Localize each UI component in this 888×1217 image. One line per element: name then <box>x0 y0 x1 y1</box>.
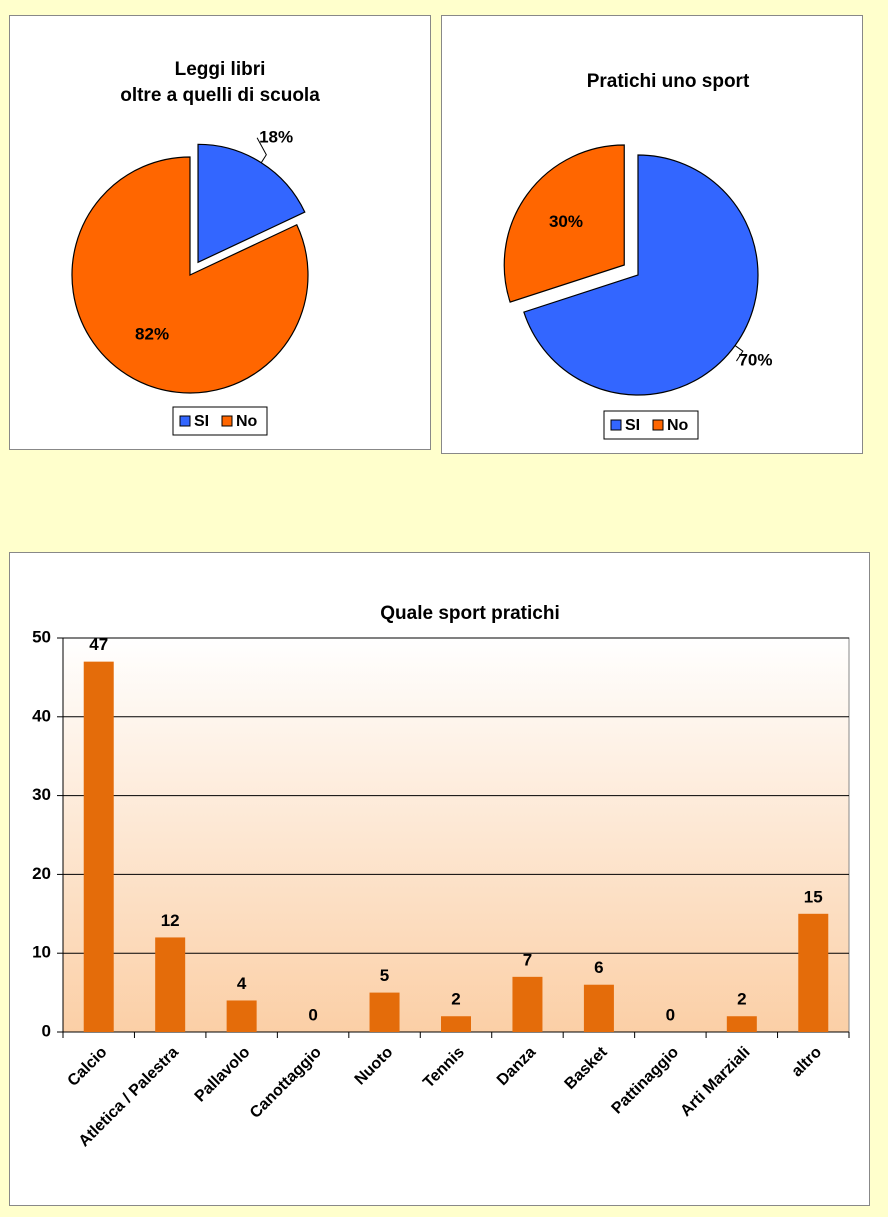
data-label: 7 <box>523 950 532 969</box>
bar <box>441 1016 471 1032</box>
chart-title: Pratichi uno sport <box>587 71 750 92</box>
data-label: 0 <box>666 1005 675 1024</box>
legend-swatch <box>652 419 664 431</box>
y-tick-label: 30 <box>32 785 51 804</box>
data-label: 2 <box>737 990 746 1009</box>
chart-title: Leggi libri <box>175 59 266 80</box>
data-label: 5 <box>380 966 389 985</box>
data-label: 2 <box>451 990 460 1009</box>
leader-line <box>256 137 267 163</box>
y-tick-label: 20 <box>32 864 51 883</box>
data-label: 15 <box>804 887 823 906</box>
legend-label: SI <box>194 413 209 430</box>
data-label: 0 <box>308 1005 317 1024</box>
legend-swatch <box>610 419 622 431</box>
bar <box>512 976 543 1032</box>
bar <box>798 913 829 1032</box>
legend-swatch <box>221 415 233 427</box>
pie-slice <box>71 156 309 394</box>
leader-line <box>734 345 744 362</box>
pie-slice <box>503 144 625 303</box>
data-label: 12 <box>161 911 180 930</box>
bar <box>83 661 114 1032</box>
data-label: 70% <box>738 351 772 370</box>
data-label: 18% <box>259 127 293 146</box>
y-tick-label: 0 <box>42 1021 51 1040</box>
data-label: 4 <box>237 974 247 993</box>
data-label: 82% <box>135 324 169 343</box>
bar <box>155 937 186 1032</box>
legend-swatch <box>179 415 191 427</box>
plot-area <box>62 637 850 1033</box>
y-tick-label: 40 <box>32 706 51 725</box>
data-label: 6 <box>594 958 603 977</box>
legend-label: SI <box>625 417 640 434</box>
y-tick-label: 10 <box>32 943 51 962</box>
chart-title: oltre a quelli di scuola <box>120 85 320 106</box>
data-label: 47 <box>89 635 108 654</box>
chart-title: Quale sport pratichi <box>380 603 559 624</box>
y-tick-label: 50 <box>32 627 51 646</box>
bar <box>726 1016 757 1032</box>
pie-slice <box>197 143 306 264</box>
bar <box>583 984 614 1032</box>
pie-slice <box>523 154 759 396</box>
bar <box>369 992 400 1032</box>
data-label: 30% <box>549 212 583 231</box>
legend-label: No <box>667 417 689 434</box>
legend-label: No <box>236 413 258 430</box>
bar <box>226 1000 257 1032</box>
